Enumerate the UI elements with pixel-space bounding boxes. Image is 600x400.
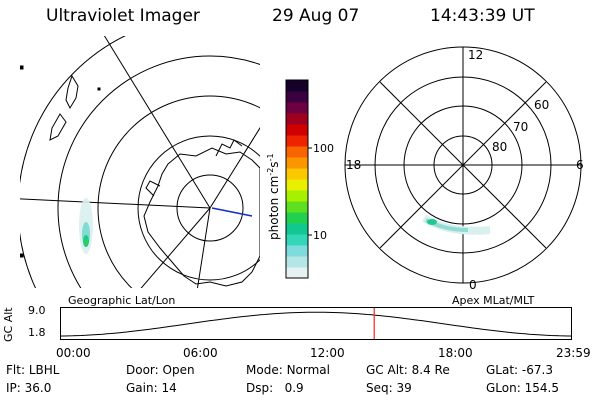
timeline-axis-label: GC Alt xyxy=(2,307,15,342)
footer-glat: GLat: -67.3 xyxy=(486,363,553,377)
mlt-label-0: 0 xyxy=(469,278,477,292)
colorbar-swatch xyxy=(286,267,308,279)
colorbar-swatch xyxy=(286,113,308,125)
mlt-label-18: 18 xyxy=(346,158,362,172)
island-2 xyxy=(20,253,24,258)
colorbar-swatch xyxy=(286,256,308,268)
colorbar-swatch xyxy=(286,135,308,147)
colorbar-swatch xyxy=(286,102,308,114)
lat-circle-4 xyxy=(57,55,260,288)
meridian-3 xyxy=(140,207,211,288)
lat-circle-1 xyxy=(176,174,244,242)
footer-seq: Seq: 39 xyxy=(366,381,412,395)
timeline-frame xyxy=(60,307,572,340)
colorbar-tick-label-10: 10 xyxy=(313,229,327,242)
orbit-timeline xyxy=(60,307,572,340)
colorbar-swatch xyxy=(286,179,308,191)
timeline-xtick-1200: 12:00 xyxy=(310,346,345,360)
mlat-label-60: 60 xyxy=(534,98,550,112)
colorbar-frame xyxy=(285,79,309,279)
colorbar xyxy=(285,79,312,279)
right-panel-label: Apex MLat/MLT xyxy=(452,294,535,307)
lat-circle-2 xyxy=(137,135,260,281)
footer-glon: GLon: 154.5 xyxy=(486,381,559,395)
footer-gc-alt: GC Alt: 8.4 Re xyxy=(366,363,450,377)
timeline-ytick-1-8: 1.8 xyxy=(28,326,46,339)
timeline-xtick-0600: 06:00 xyxy=(183,346,218,360)
lat-circle-5 xyxy=(20,36,126,288)
colorbar-swatch xyxy=(286,201,308,213)
polar-mlat-mlt-plot xyxy=(344,46,582,284)
geographic-map xyxy=(20,36,260,288)
footer-ip: IP: 36.0 xyxy=(6,381,52,395)
coast-detail-2 xyxy=(215,139,243,157)
timeline-xtick-1800: 18:00 xyxy=(438,346,473,360)
antarctica-coastline xyxy=(143,147,260,287)
timeline-xtick-0000: 00:00 xyxy=(56,346,91,360)
colorbar-swatch xyxy=(286,190,308,202)
colorbar-unit-label: photon cm-2s-1 xyxy=(266,153,281,240)
observation-date: 29 Aug 07 xyxy=(272,6,360,26)
footer-door: Door: Open xyxy=(126,363,195,377)
colorbar-swatch xyxy=(286,91,308,103)
magnetic-pole-line xyxy=(211,207,253,217)
new-zealand-south xyxy=(49,113,67,141)
footer-filter: Flt: LBHL xyxy=(6,363,60,377)
footer-mode: Mode: Normal xyxy=(246,363,330,377)
left-panel-label: Geographic Lat/Lon xyxy=(68,294,176,307)
orbit-altitude-curve xyxy=(60,311,572,337)
colorbar-gradient xyxy=(286,80,308,279)
colorbar-swatch xyxy=(286,124,308,136)
colorbar-swatch xyxy=(286,234,308,246)
footer-dsp: Dsp: 0.9 xyxy=(246,381,304,395)
lat-circle-3 xyxy=(97,95,260,288)
meridian-5 xyxy=(196,207,211,288)
meridian-4 xyxy=(209,127,260,209)
colorbar-swatch xyxy=(286,245,308,257)
island-1 xyxy=(20,65,24,70)
colorbar-tick-label-100: 100 xyxy=(313,142,334,155)
colorbar-swatch xyxy=(286,146,308,158)
auroral-emission xyxy=(79,198,93,254)
mlat-label-80: 80 xyxy=(492,140,508,154)
meridian-2 xyxy=(103,36,211,209)
colorbar-swatch xyxy=(286,168,308,180)
mlat-label-70: 70 xyxy=(513,120,529,134)
mlt-line-diag-2 xyxy=(379,81,547,249)
observation-time: 14:43:39 UT xyxy=(430,6,535,26)
mlt-label-12: 12 xyxy=(468,48,484,62)
coast-detail-1 xyxy=(145,180,161,197)
colorbar-swatch xyxy=(286,80,308,92)
meridian-1 xyxy=(20,198,211,209)
instrument-title: Ultraviolet Imager xyxy=(46,6,200,26)
timeline-xtick-2359: 23:59 xyxy=(556,346,591,360)
mlt-label-6: 6 xyxy=(576,158,584,172)
colorbar-swatch xyxy=(286,212,308,224)
polar-auroral-emission xyxy=(421,214,491,235)
timeline-ytick-9: 9.0 xyxy=(28,304,46,317)
colorbar-swatch xyxy=(286,157,308,169)
colorbar-swatch xyxy=(286,223,308,235)
island-3 xyxy=(97,87,101,91)
new-zealand-north xyxy=(65,74,79,110)
footer-gain: Gain: 14 xyxy=(126,381,177,395)
